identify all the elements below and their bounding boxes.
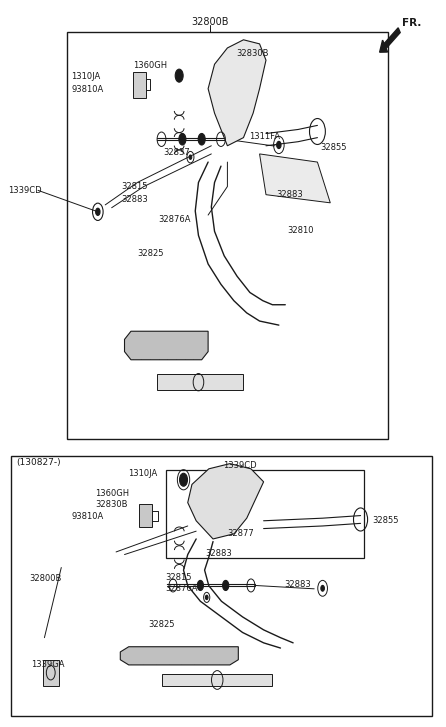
Text: 93810A: 93810A [71,512,103,521]
Bar [66,32,388,439]
Circle shape [206,595,208,600]
Text: FR.: FR. [402,18,421,28]
Text: 32883: 32883 [121,195,148,204]
Text: 1310JA: 1310JA [71,72,100,81]
Bar [11,456,432,715]
Text: 32830B: 32830B [236,49,268,57]
Polygon shape [208,40,266,146]
Text: 32825: 32825 [148,620,175,629]
Text: 1339CD: 1339CD [8,186,42,195]
Circle shape [180,473,187,486]
Text: 1339GA: 1339GA [31,660,65,669]
Text: 32877: 32877 [227,529,254,537]
Polygon shape [162,674,272,686]
Circle shape [198,134,205,145]
FancyArrow shape [380,28,400,52]
Text: 32876A: 32876A [166,584,198,593]
Text: 32815: 32815 [166,574,192,582]
Circle shape [189,155,192,159]
Polygon shape [157,374,244,390]
Text: 32883: 32883 [205,549,232,558]
Text: 1310JA: 1310JA [128,469,157,478]
Circle shape [95,208,100,215]
Text: 93810A: 93810A [71,85,103,94]
Text: (130827-): (130827-) [16,458,61,467]
Circle shape [277,141,281,148]
Circle shape [321,585,324,591]
Text: 32876A: 32876A [158,214,191,224]
Text: 32830B: 32830B [95,499,128,509]
Text: 1339CD: 1339CD [223,462,256,470]
Text: 1311FA: 1311FA [249,132,281,141]
Bar [166,470,364,558]
Polygon shape [260,154,330,203]
Text: 1360GH: 1360GH [133,61,167,70]
Polygon shape [188,464,264,539]
Text: 1360GH: 1360GH [95,489,129,498]
Text: 32800B: 32800B [29,574,62,583]
Polygon shape [133,72,146,97]
Text: 32883: 32883 [276,190,302,199]
Circle shape [197,580,203,590]
Text: 32825: 32825 [137,249,164,257]
Polygon shape [124,332,208,360]
Polygon shape [43,659,59,686]
Circle shape [223,580,229,590]
Polygon shape [120,647,238,665]
Text: 32837: 32837 [164,148,190,156]
Text: 32815: 32815 [121,182,147,191]
Text: 32800B: 32800B [191,17,228,27]
Text: 32810: 32810 [287,225,314,235]
Polygon shape [139,504,152,527]
Text: 32855: 32855 [320,142,347,151]
Text: 32855: 32855 [373,515,399,525]
Circle shape [179,134,186,145]
Text: 32883: 32883 [285,580,311,590]
Circle shape [175,69,183,82]
